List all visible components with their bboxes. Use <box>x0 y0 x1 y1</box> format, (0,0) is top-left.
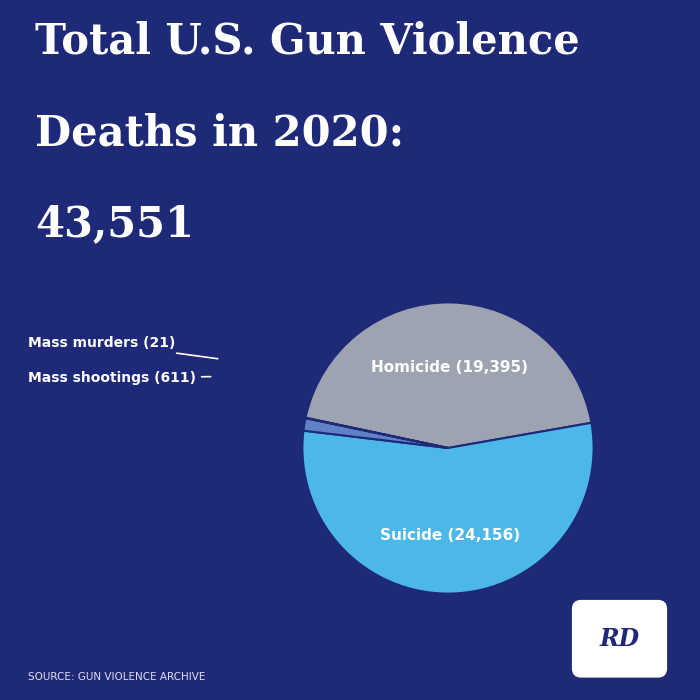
Wedge shape <box>303 418 448 448</box>
Wedge shape <box>302 423 594 594</box>
Text: SOURCE: GUN VIOLENCE ARCHIVE: SOURCE: GUN VIOLENCE ARCHIVE <box>28 673 205 682</box>
Text: Homicide (19,395): Homicide (19,395) <box>371 360 528 375</box>
Text: Mass murders (21): Mass murders (21) <box>28 336 218 358</box>
Text: Total U.S. Gun Violence: Total U.S. Gun Violence <box>35 21 580 63</box>
FancyBboxPatch shape <box>573 601 666 677</box>
Text: Mass shootings (611): Mass shootings (611) <box>28 371 211 385</box>
Text: Deaths in 2020:: Deaths in 2020: <box>35 112 404 154</box>
Wedge shape <box>305 418 448 448</box>
Text: RD: RD <box>599 626 640 651</box>
Text: Suicide (24,156): Suicide (24,156) <box>380 528 520 542</box>
Text: 43,551: 43,551 <box>35 203 194 245</box>
Wedge shape <box>306 302 592 448</box>
